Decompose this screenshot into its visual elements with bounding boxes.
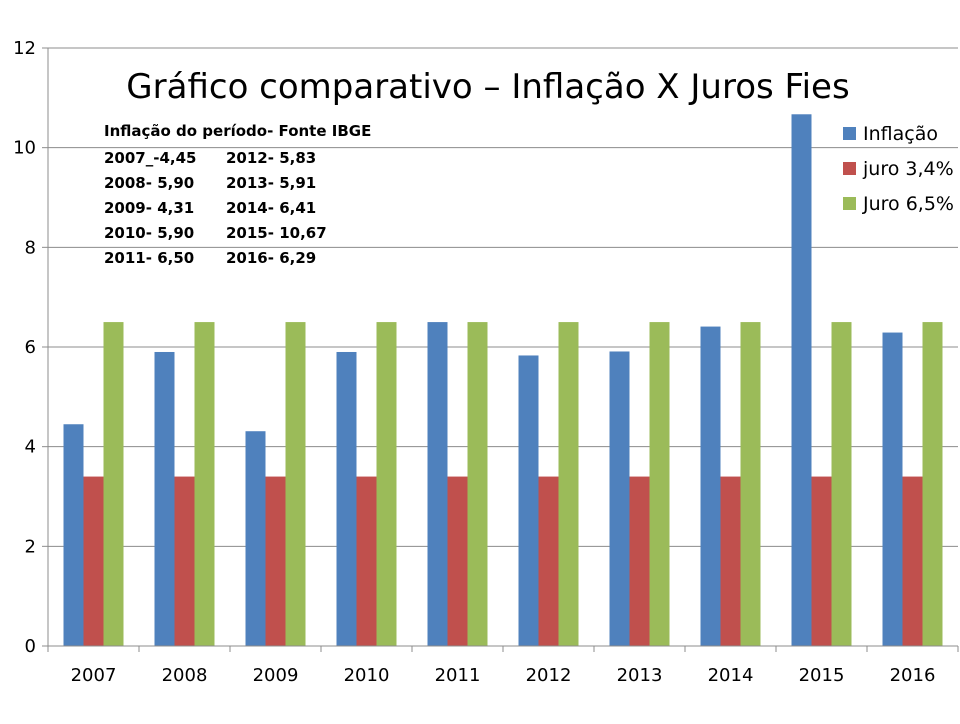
legend-label: juro 3,4% — [862, 158, 954, 180]
legend: Inflação juro 3,4% Juro 6,5% — [843, 123, 954, 215]
bar-2010-0 — [336, 351, 357, 646]
annotation-right: 2015- 10,67 — [226, 224, 327, 242]
bar-2016-1 — [902, 476, 923, 646]
bar-2014-0 — [700, 326, 721, 646]
annotation-heading: Inflação do período- Fonte IBGE — [104, 122, 371, 140]
axes: 0 2 4 6 8 10 12 2007 2008 2009 2010 2011 2012 2013 201… — [13, 38, 959, 686]
x-tick-label: 2013 — [617, 665, 663, 686]
y-tick-label: 4 — [25, 437, 36, 458]
x-tick-label: 2016 — [890, 665, 936, 686]
bar-2011-2 — [467, 322, 488, 646]
bar-2012-1 — [538, 476, 559, 646]
bar-2009-0 — [245, 431, 266, 646]
legend-label: Inflação — [863, 123, 938, 145]
annotation-left: 2009- 4,31 — [104, 199, 194, 217]
bar-2013-0 — [609, 351, 630, 646]
y-tick-label: 8 — [25, 237, 36, 258]
bar-2011-1 — [447, 476, 468, 646]
annotation-left: 2010- 5,90 — [104, 224, 194, 242]
bar-2014-2 — [740, 322, 761, 646]
bar-2007-0 — [63, 424, 84, 646]
bar-2012-2 — [558, 322, 579, 646]
x-tick-label: 2007 — [71, 665, 117, 686]
bar-2016-2 — [922, 322, 943, 646]
annotation-right: 2013- 5,91 — [226, 174, 316, 192]
bar-2015-2 — [831, 322, 852, 646]
x-tick-label: 2009 — [253, 665, 299, 686]
y-tick-label: 10 — [13, 138, 36, 159]
bar-2016-0 — [882, 332, 903, 646]
annotation-left: 2008- 5,90 — [104, 174, 194, 192]
bar-2010-1 — [356, 476, 377, 646]
bar-2008-0 — [154, 351, 175, 646]
x-tick-label: 2014 — [708, 665, 754, 686]
bar-2013-2 — [649, 322, 670, 646]
x-tick-label: 2015 — [799, 665, 845, 686]
bar-2014-1 — [720, 476, 741, 646]
annotation-right: 2012- 5,83 — [226, 149, 316, 167]
annotation-left: 2007_-4,45 — [104, 149, 196, 167]
y-tick-label: 12 — [13, 38, 36, 59]
bar-2011-0 — [427, 322, 448, 646]
legend-swatch-1 — [843, 162, 856, 175]
bars — [63, 114, 943, 647]
bar-2010-2 — [376, 322, 397, 646]
bar-2012-0 — [518, 355, 539, 646]
bar-2007-1 — [83, 476, 104, 646]
bar-2008-1 — [174, 476, 195, 646]
legend-label: Juro 6,5% — [862, 193, 954, 215]
legend-swatch-2 — [843, 197, 856, 210]
annotation-right: 2016- 6,29 — [226, 249, 316, 267]
chart-title: Gráfico comparativo – Inflação X Juros F… — [126, 67, 849, 107]
bar-2008-2 — [194, 322, 215, 646]
bar-2015-0 — [791, 114, 812, 647]
legend-swatch-0 — [843, 127, 856, 140]
bar-2015-1 — [811, 476, 832, 646]
y-tick-label: 6 — [25, 337, 36, 358]
y-tick-label: 0 — [25, 636, 36, 657]
x-tick-label: 2010 — [344, 665, 390, 686]
annotation-right: 2014- 6,41 — [226, 199, 316, 217]
x-tick-label: 2011 — [435, 665, 481, 686]
y-tick-label: 2 — [25, 536, 36, 557]
x-tick-label: 2012 — [526, 665, 572, 686]
bar-2013-1 — [629, 476, 650, 646]
annotation-left: 2011- 6,50 — [104, 249, 194, 267]
annotation: Inflação do período- Fonte IBGE 2007_-4,… — [104, 122, 371, 267]
x-tick-label: 2008 — [162, 665, 208, 686]
bar-2009-1 — [265, 476, 286, 646]
bar-2007-2 — [103, 322, 124, 646]
bar-2009-2 — [285, 322, 306, 646]
